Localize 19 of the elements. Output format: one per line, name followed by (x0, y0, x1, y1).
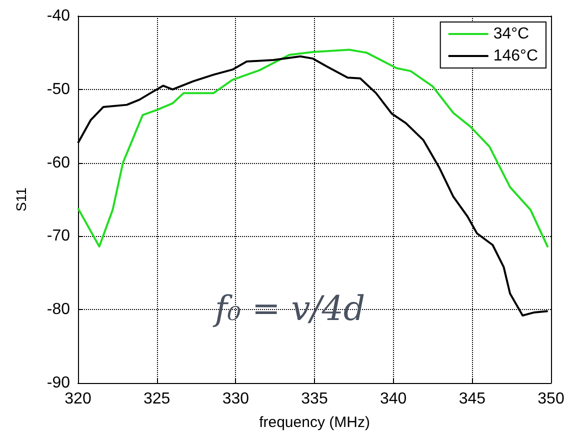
y-tick-label: -90 (46, 374, 70, 392)
y-tick-label: -60 (46, 154, 70, 172)
x-tick-label: 335 (301, 390, 328, 408)
legend-label: 146°C (493, 48, 538, 64)
y-tick-label: -70 (46, 228, 70, 245)
x-axis-title: frequency (MHz) (259, 414, 370, 431)
x-tick-label: 340 (380, 390, 407, 408)
x-tick-label: 350 (538, 390, 564, 408)
line-series (77, 48, 549, 248)
annotation: f₀ = v/4d (212, 289, 366, 329)
y-tick-label: -50 (46, 80, 70, 98)
y-tick-label: -80 (46, 301, 70, 318)
legend-label: 34°C (493, 26, 530, 42)
x-tick-label: 330 (222, 390, 250, 408)
y-tick-label: -40 (46, 8, 70, 24)
y-axis-title: S11 (13, 187, 29, 212)
x-tick-label: 325 (143, 390, 170, 408)
x-tick-label: 320 (64, 390, 92, 408)
x-tick-label: 345 (458, 390, 486, 408)
